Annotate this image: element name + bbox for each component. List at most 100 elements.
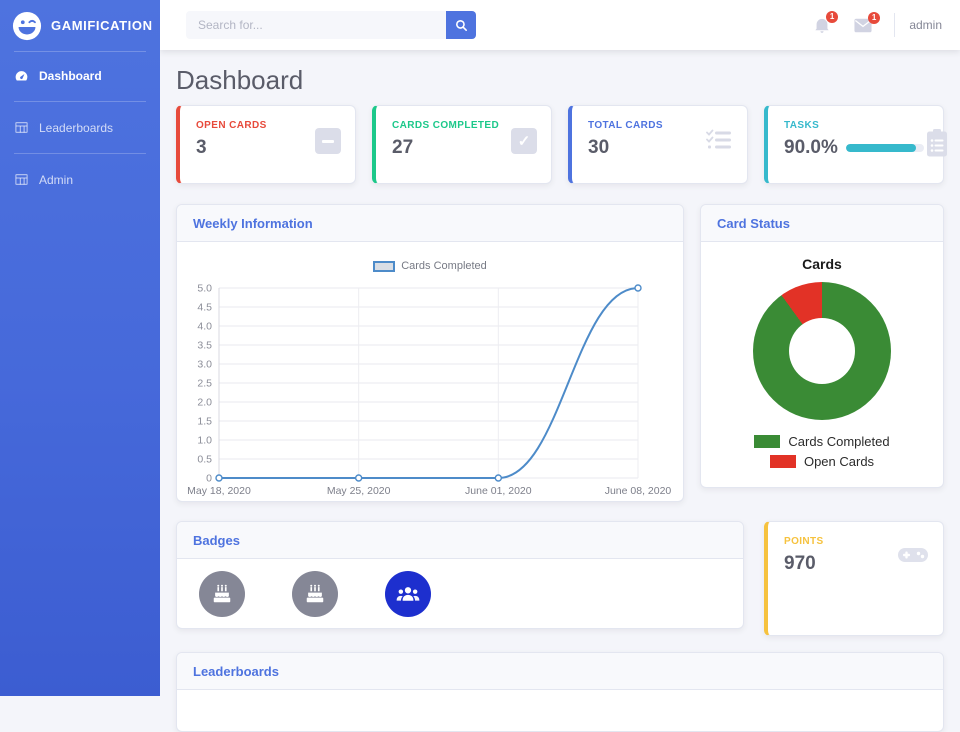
table-icon [14, 172, 29, 187]
svg-text:4.5: 4.5 [197, 302, 212, 314]
stat-card-tasks: TASKS 90.0% [764, 105, 947, 184]
brand[interactable]: GAMIFICATION [0, 0, 160, 51]
panel-title: Leaderboards [193, 663, 279, 679]
sidebar: GAMIFICATION Dashboard Leaderboards [0, 0, 160, 696]
stat-label: TOTAL CARDS [588, 120, 663, 131]
topbar: 1 1 admin [160, 0, 960, 50]
tachometer-icon [14, 68, 29, 83]
minus-square-icon [315, 128, 341, 154]
bell-icon [814, 17, 830, 34]
table-icon [14, 120, 29, 135]
search-input[interactable] [186, 11, 446, 39]
tasks-progress-bar [845, 144, 924, 152]
legend-label: Open Cards [803, 454, 875, 469]
check-square-icon: ✓ [511, 128, 537, 154]
points-label: POINTS [784, 536, 824, 547]
stat-value: 27 [392, 137, 414, 158]
sidebar-item-leaderboards[interactable]: Leaderboards [0, 104, 160, 151]
weekly-information-header: Weekly Information [177, 205, 683, 242]
alerts-count-badge: 1 [825, 10, 839, 23]
sidebar-item-label: Leaderboards [39, 120, 114, 135]
legend-swatch [373, 260, 396, 272]
stat-value: 3 [196, 137, 207, 158]
sidebar-divider [14, 153, 146, 154]
legend-item[interactable]: Cards Completed [754, 434, 890, 449]
page-title: Dashboard [176, 65, 304, 95]
svg-text:0.5: 0.5 [197, 454, 212, 466]
stat-card-cards-completed: CARDS COMPLETED 27 ✓ [372, 105, 552, 184]
envelope-icon [854, 18, 872, 33]
points-card: POINTS 970 [764, 521, 944, 636]
sidebar-item-label: Admin [39, 172, 74, 187]
svg-text:3.0: 3.0 [197, 359, 212, 371]
chart-legend[interactable]: Cards Completed [177, 242, 683, 272]
sidebar-divider [14, 101, 146, 102]
leaderboards-panel: Leaderboards [176, 652, 944, 732]
stat-label: TASKS [784, 120, 820, 131]
users-icon [395, 581, 421, 607]
sidebar-item-dashboard[interactable]: Dashboard [0, 52, 160, 99]
svg-text:1.0: 1.0 [197, 435, 212, 447]
tasks-progress-fill [845, 144, 917, 152]
user-menu[interactable]: admin [909, 18, 942, 32]
sidebar-item-admin[interactable]: Admin [0, 156, 160, 203]
messages-button[interactable]: 1 [854, 11, 881, 33]
svg-text:3.5: 3.5 [197, 340, 212, 352]
svg-text:June 08, 2020: June 08, 2020 [605, 485, 672, 497]
stat-label: OPEN CARDS [196, 120, 267, 131]
legend-item[interactable]: Open Cards [769, 454, 875, 469]
legend-label: Cards Completed [401, 260, 487, 272]
brand-name: GAMIFICATION [51, 18, 153, 33]
stat-card-open-cards: OPEN CARDS 3 [176, 105, 356, 184]
badges-panel: Badges [176, 521, 744, 629]
badge-users[interactable] [385, 571, 431, 617]
leaderboards-header: Leaderboards [177, 653, 943, 690]
birthday-cake-icon [211, 583, 233, 605]
panel-title: Badges [193, 532, 240, 548]
alerts-bell-button[interactable]: 1 [814, 10, 839, 34]
svg-text:2.0: 2.0 [197, 397, 212, 409]
stat-value: 90.0% [784, 137, 838, 158]
svg-text:May 25, 2020: May 25, 2020 [327, 485, 391, 497]
badge-birthday-cake[interactable] [292, 571, 338, 617]
donut-legend: Cards Completed Open Cards [754, 434, 890, 469]
card-status-header: Card Status [701, 205, 943, 242]
svg-text:2.5: 2.5 [197, 378, 212, 390]
sidebar-item-label: Dashboard [39, 68, 102, 83]
legend-swatch-green [754, 435, 781, 448]
svg-text:4.0: 4.0 [197, 321, 212, 333]
svg-text:June 01, 2020: June 01, 2020 [465, 485, 532, 497]
tasks-list-icon [706, 128, 733, 157]
clipboard-list-icon [924, 128, 950, 163]
search-icon [455, 19, 468, 32]
svg-text:1.5: 1.5 [197, 416, 212, 428]
search-button[interactable] [446, 11, 476, 39]
topbar-right: 1 1 admin [802, 0, 960, 50]
search-bar [186, 11, 476, 39]
donut-chart-title: Cards [802, 256, 842, 272]
stat-card-total-cards: TOTAL CARDS 30 [568, 105, 748, 184]
svg-text:5.0: 5.0 [197, 283, 212, 295]
stat-value: 30 [588, 137, 610, 158]
sidebar-divider [14, 51, 146, 52]
cards-donut-chart[interactable] [753, 282, 891, 420]
points-value: 970 [784, 553, 816, 574]
laugh-wink-icon [12, 11, 42, 41]
legend-swatch-red [769, 455, 796, 468]
messages-count-badge: 1 [867, 11, 881, 24]
badges-header: Badges [177, 522, 743, 559]
gamepad-icon [897, 544, 929, 571]
weekly-information-panel: Weekly Information Cards Completed 5.0 4.… [176, 204, 684, 502]
stat-label: CARDS COMPLETED [392, 120, 500, 131]
birthday-cake-icon [304, 583, 326, 605]
weekly-chart-area: Cards Completed 5.0 4.5 4.0 3.5 3.0 2.5 2.0 1.5… [177, 242, 683, 502]
panel-title: Card Status [717, 215, 790, 231]
legend-label: Cards Completed [788, 434, 890, 449]
svg-text:0: 0 [206, 473, 212, 485]
badge-birthday-cake[interactable] [199, 571, 245, 617]
topbar-divider [894, 13, 896, 37]
svg-text:May 18, 2020: May 18, 2020 [187, 485, 251, 497]
panel-title: Weekly Information [193, 215, 313, 231]
card-status-panel: Card Status Cards Cards Completed Open C… [700, 204, 944, 488]
